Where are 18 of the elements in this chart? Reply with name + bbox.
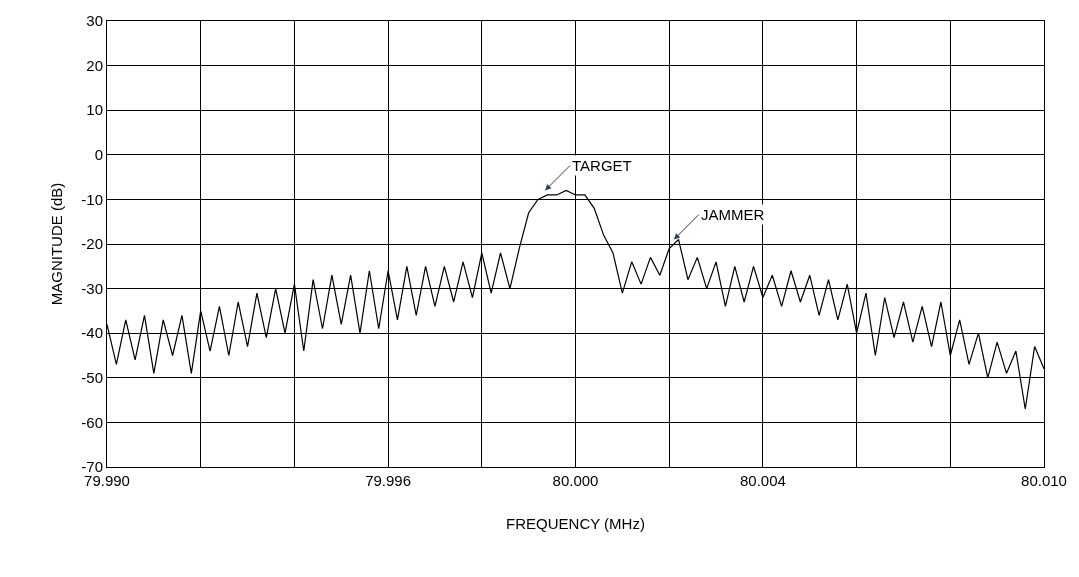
y-tick-label: 20 <box>86 56 103 74</box>
x-tick-label: 80.004 <box>739 472 786 489</box>
y-tick-label: -10 <box>81 190 103 208</box>
y-tick-label: 30 <box>86 12 103 30</box>
y-tick-label: -20 <box>81 235 103 253</box>
x-axis-title: FREQUENCY (MHz) <box>506 515 645 532</box>
x-tick-label: 80.010 <box>1021 472 1067 489</box>
y-tick-label: 0 <box>94 146 103 164</box>
y-tick-label: 10 <box>86 101 103 119</box>
y-tick-label: -50 <box>81 369 103 387</box>
x-tick-label: 80.000 <box>552 472 599 489</box>
x-tick-label: 79.996 <box>365 472 412 489</box>
y-tick-label: -60 <box>81 413 103 431</box>
annotation: TARGET <box>572 157 632 174</box>
y-tick-label: -40 <box>81 324 103 342</box>
y-axis-title: MAGNITUDE (dB) <box>47 182 65 306</box>
y-tick-label: -30 <box>81 279 103 297</box>
annotation: JAMMER <box>701 206 765 223</box>
